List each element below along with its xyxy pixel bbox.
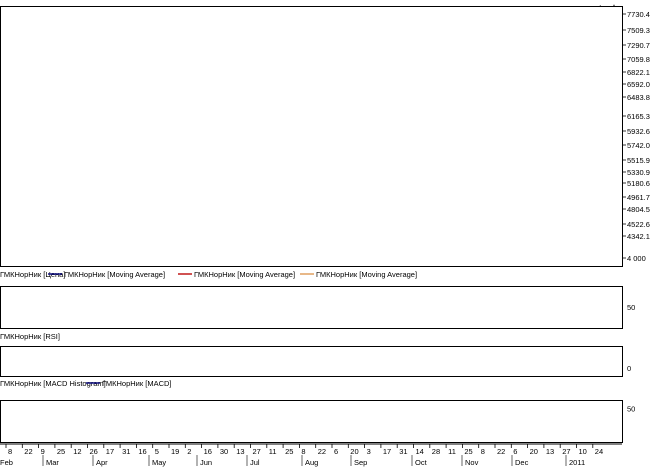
day-tick-label: 27 [253,447,261,456]
price-tick-label: 6592.0 [627,80,650,89]
price-tick-label: 7509.3 [627,26,650,35]
day-tick-label: 9 [41,447,45,456]
rsi-tick-label: 50 [627,303,635,312]
day-tick-label: 20 [350,447,358,456]
day-tick-label: 17 [106,447,114,456]
legend-entry: ГМКНорНик [Moving Average] [64,270,165,279]
month-label: Apr [96,458,108,467]
price-tick-label: 4 000 [627,254,646,263]
day-tick-label: 20 [530,447,538,456]
day-tick-label: 25 [57,447,65,456]
panel-frame-0 [0,6,623,267]
macd-legend-entry: ГМКНорНик [MACD] [102,379,172,388]
legend-entry: ГМКНорНик [Цена] [0,270,65,279]
month-label: Sep [354,458,367,467]
panel-frame-2 [0,346,623,377]
day-tick-label: 22 [24,447,32,456]
day-tick-label: 17 [383,447,391,456]
month-label: Nov [465,458,479,467]
day-tick-label: 16 [138,447,146,456]
price-tick-label: 5330.9 [627,168,650,177]
day-tick-label: 10 [579,447,587,456]
legend-bg [1,266,622,280]
price-tick-label: 6483.8 [627,93,650,102]
day-tick-label: 8 [301,447,305,456]
day-tick-label: 11 [448,447,456,456]
month-label: Mar [46,458,59,467]
day-tick-label: 6 [334,447,338,456]
day-tick-label: 8 [481,447,485,456]
price-tick-label: 4522.6 [627,220,650,229]
panel-frame-1 [0,286,623,329]
price-tick-label: 5742.0 [627,141,650,150]
price-tick-label: 6165.3 [627,112,650,121]
adx-tick-label: 50 [627,404,635,413]
macd-legend-entry: ГМКНорНик [MACD Histogram] [0,379,106,388]
legend-entry: ГМКНорНик [Moving Average] [316,270,417,279]
month-label: May [152,458,166,467]
panel-frame-3 [0,400,623,443]
day-tick-label: 24 [595,447,603,456]
day-tick-label: 28 [432,447,440,456]
price-tick-label: 4804.5 [627,205,650,214]
day-tick-label: 14 [416,447,424,456]
price-tick-label: 7730.4 [627,10,650,19]
month-label: Jun [200,458,212,467]
price-legend: ГМКНорНик [Цена]ГМКНорНик [Moving Averag… [0,266,622,280]
day-tick-label: 3 [367,447,371,456]
day-tick-label: 31 [399,447,407,456]
month-label: Dec [515,458,529,467]
rsi-legend: ГМКНорНик [RSI] [0,332,60,341]
price-tick-label: 5515.9 [627,156,650,165]
day-tick-label: 16 [204,447,212,456]
legend-entry: ГМКНорНик [Moving Average] [194,270,295,279]
price-tick-label: 7290.7 [627,41,650,50]
day-tick-label: 25 [285,447,293,456]
month-label: Aug [305,458,318,467]
time-axis: 8 22 9 25 12 26 17 31 16 5 19 2 16 30 13 27 11 25 8 22 6 20 3 1… [0,443,650,468]
price-tick-label: 4961.7 [627,193,650,202]
price-tick-label: 6822.1 [627,68,650,77]
day-tick-label: 5 [155,447,159,456]
day-tick-label: 12 [73,447,81,456]
day-tick-label: 27 [562,447,570,456]
day-tick-label: 8 [8,447,12,456]
day-tick-label: 26 [90,447,98,456]
day-tick-label: 25 [464,447,472,456]
month-label: Feb [0,458,13,467]
month-label: Jul [250,458,260,467]
day-tick-label: 22 [318,447,326,456]
day-tick-label: 31 [122,447,130,456]
price-tick-label: 5180.6 [627,179,650,188]
day-tick-label: 13 [546,447,554,456]
macd-tick-label: 0 [627,364,631,373]
axis-bg [0,443,650,468]
day-tick-label: 19 [171,447,179,456]
day-tick-label: 22 [497,447,505,456]
day-tick-label: 30 [220,447,228,456]
price-tick-label: 7059.8 [627,55,650,64]
day-tick-label: 11 [269,447,277,456]
month-label: 2011 [569,458,585,467]
price-tick-label: 5932.6 [627,127,650,136]
day-tick-label: 13 [236,447,244,456]
macd-legend-bg [1,376,622,390]
price-tick-label: 4342.1 [627,232,650,241]
month-label: Oct [415,458,428,467]
day-tick-label: 6 [513,447,517,456]
day-tick-label: 2 [187,447,191,456]
